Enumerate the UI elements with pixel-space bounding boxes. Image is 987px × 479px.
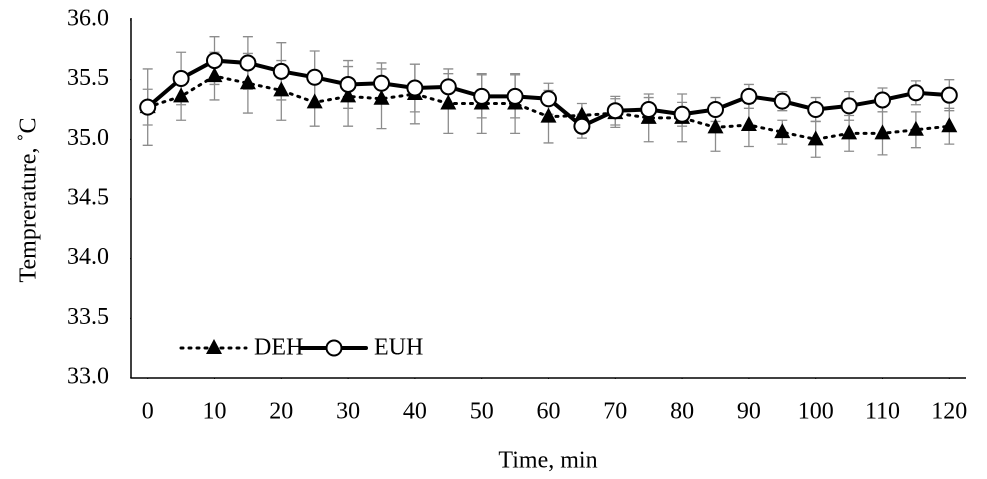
y-tick-label: 34.5: [67, 185, 109, 211]
marker-triangle: [373, 89, 390, 105]
marker-circle: [506, 87, 524, 105]
x-tick-label: 70: [603, 399, 627, 425]
x-tick-label: 100: [798, 399, 834, 425]
marker-circle: [272, 62, 290, 80]
x-tick-label: 30: [336, 399, 360, 425]
marker-triangle: [206, 339, 222, 354]
y-tick-label: 36.0: [67, 6, 109, 32]
marker-circle: [673, 105, 691, 123]
x-tick-label: 40: [403, 399, 427, 425]
marker-triangle: [306, 93, 323, 109]
y-tick-label: 35.5: [67, 65, 109, 91]
marker-triangle: [941, 117, 958, 133]
marker-triangle: [807, 130, 824, 146]
x-tick-label: 60: [537, 399, 561, 425]
marker-triangle: [573, 106, 590, 122]
marker-circle: [172, 69, 190, 87]
marker-circle: [373, 74, 390, 92]
marker-triangle: [707, 118, 724, 134]
marker-triangle: [740, 116, 757, 132]
marker-circle: [206, 52, 223, 70]
marker-circle: [139, 98, 157, 116]
marker-circle: [874, 91, 891, 109]
marker-circle: [640, 101, 658, 118]
marker-triangle: [273, 81, 290, 97]
marker-triangle: [173, 87, 190, 103]
y-tick-label: 33.0: [67, 364, 109, 390]
marker-triangle: [874, 124, 891, 140]
marker-triangle: [440, 94, 457, 110]
marker-circle: [339, 75, 357, 93]
x-axis-label: Time, min: [498, 448, 597, 474]
y-tick-label: 35.0: [67, 125, 109, 151]
x-tick-label: 10: [203, 399, 227, 425]
marker-triangle: [340, 87, 357, 103]
x-tick-label: 120: [931, 399, 967, 425]
marker-circle: [907, 84, 925, 102]
y-tick-label: 33.5: [67, 304, 109, 330]
legend-label: EUH: [374, 335, 423, 361]
legend-label: DEH: [254, 335, 303, 361]
marker-triangle: [540, 107, 557, 123]
marker-circle: [773, 92, 791, 110]
marker-circle: [325, 339, 343, 357]
x-tick-label: 110: [865, 399, 900, 425]
marker-triangle: [206, 67, 223, 83]
y-tick-label: 34.0: [67, 244, 109, 270]
marker-circle: [606, 102, 624, 120]
marker-triangle: [239, 74, 256, 90]
marker-triangle: [774, 123, 791, 139]
x-tick-label: 50: [470, 399, 494, 425]
marker-circle: [540, 90, 557, 108]
marker-triangle: [841, 124, 858, 140]
x-tick-label: 80: [670, 399, 694, 425]
marker-circle: [473, 87, 491, 105]
marker-circle: [840, 97, 858, 115]
marker-circle: [406, 79, 424, 97]
marker-circle: [439, 78, 457, 96]
marker-circle: [940, 86, 958, 104]
x-tick-label: 90: [737, 399, 761, 425]
x-tick-label: 0: [142, 399, 154, 425]
x-tick-label: 20: [269, 399, 293, 425]
marker-circle: [807, 101, 825, 118]
marker-circle: [573, 117, 591, 135]
marker-circle: [306, 68, 324, 86]
marker-circle: [707, 101, 724, 118]
marker-circle: [740, 87, 758, 105]
y-axis-label: Temprerature, ˚C: [16, 118, 42, 283]
marker-triangle: [907, 120, 924, 136]
marker-circle: [239, 54, 257, 72]
